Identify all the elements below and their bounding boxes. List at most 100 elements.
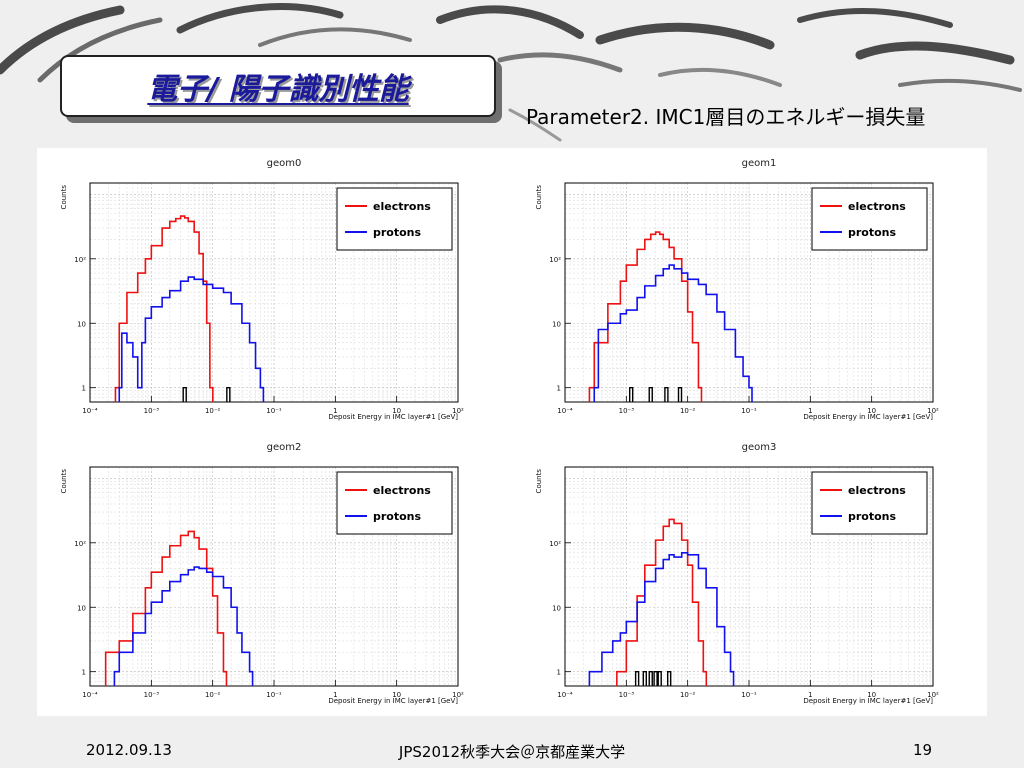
series-protons (588, 551, 735, 686)
x-tick-label: 10⁻⁴ (557, 691, 573, 699)
x-axis-label: Deposit Energy in IMC layer#1 [GeV] (328, 413, 458, 421)
y-tick-label: 10 (552, 320, 561, 328)
x-tick-label: 10⁻³ (619, 407, 635, 415)
chart-title: geom0 (267, 158, 302, 169)
legend-label-electrons: electrons (373, 200, 431, 213)
footer-conference: JPS2012秋季大会＠京都産業大学 (398, 743, 626, 761)
chart-title: geom1 (742, 158, 777, 169)
x-tick-label: 10² (452, 407, 464, 415)
x-tick-label: 10⁻¹ (741, 691, 757, 699)
x-tick-label: 10⁻³ (619, 691, 635, 699)
legend-label-protons: protons (373, 226, 422, 239)
series-protons (113, 566, 254, 686)
data-bin (677, 387, 683, 402)
footer-date: 2012.09.13 (86, 741, 172, 759)
x-tick-label: 10 (867, 407, 876, 415)
x-axis-label: Deposit Energy in IMC layer#1 [GeV] (328, 697, 458, 705)
data-bin (667, 671, 672, 686)
data-bin (648, 387, 653, 402)
legend-box (811, 187, 928, 251)
legend-label-electrons: electrons (848, 484, 906, 497)
series-electrons (114, 215, 214, 402)
x-tick-label: 1 (333, 691, 337, 699)
x-tick-label: 10² (927, 407, 939, 415)
slide-title: 電子/ 陽子識別性能 (147, 72, 409, 107)
plot-area: geom0 10⁻⁴ 10⁻³ 10⁻² 10⁻¹ 1 10 10² 1 10 10² Deposit… (37, 148, 987, 716)
x-axis-label: Deposit Energy in IMC layer#1 [GeV] (803, 697, 933, 705)
y-axis-label: Counts (60, 469, 68, 494)
y-tick-label: 10 (552, 604, 561, 612)
legend-label-electrons: electrons (848, 200, 906, 213)
data-bin (628, 387, 634, 402)
y-axis-label: Counts (535, 469, 543, 494)
y-axis-label: Counts (535, 185, 543, 210)
series-electrons (104, 530, 228, 686)
data-bin (642, 671, 647, 686)
series-electrons (616, 518, 708, 686)
data-bin (648, 671, 653, 686)
x-tick-label: 10⁻² (205, 691, 221, 699)
x-tick-label: 10⁻¹ (266, 407, 282, 415)
chart-title: geom2 (267, 442, 302, 453)
chart-panel-geom2: geom2 10⁻⁴ 10⁻³ 10⁻² 10⁻¹ 1 10 10² 1 10 10² Deposit… (37, 432, 512, 716)
legend-box (811, 471, 928, 535)
legend-box (336, 187, 453, 251)
chart-title: geom3 (742, 442, 777, 453)
y-axis-label: Counts (60, 185, 68, 210)
x-tick-label: 10⁻⁴ (557, 407, 573, 415)
x-tick-label: 10⁻³ (144, 691, 160, 699)
data-bin (664, 387, 669, 402)
x-tick-label: 10⁻² (680, 407, 696, 415)
legend-label-protons: protons (848, 510, 897, 523)
x-tick-label: 10⁻¹ (266, 691, 282, 699)
x-tick-label: 10⁻¹ (741, 407, 757, 415)
x-tick-label: 10 (867, 691, 876, 699)
y-tick-label: 1 (82, 669, 86, 677)
x-tick-label: 10² (452, 691, 464, 699)
slide-title-box: 電子/ 陽子識別性能 (60, 55, 496, 117)
x-tick-label: 10⁻² (680, 691, 696, 699)
data-bin (653, 671, 658, 686)
data-bin (657, 671, 662, 686)
series-protons (593, 264, 753, 402)
x-tick-label: 10⁻⁴ (82, 691, 98, 699)
chart-panel-geom0: geom0 10⁻⁴ 10⁻³ 10⁻² 10⁻¹ 1 10 10² 1 10 10² Deposit… (37, 148, 512, 432)
swirl-decoration (0, 3, 1022, 142)
y-tick-label: 10² (549, 256, 561, 264)
footer-page-number: 19 (913, 741, 933, 759)
data-bin (226, 387, 231, 402)
x-tick-label: 10 (392, 407, 401, 415)
x-tick-label: 1 (808, 407, 812, 415)
chart-panel-geom3: geom3 10⁻⁴ 10⁻³ 10⁻² 10⁻¹ 1 10 10² 1 10 10² Deposit… (512, 432, 987, 716)
y-tick-label: 10 (77, 320, 86, 328)
x-tick-label: 10⁻³ (144, 407, 160, 415)
series-electrons (588, 231, 703, 402)
slide-subtitle: Parameter2. IMC1層目のエネルギー損失量 (526, 105, 926, 129)
series-protons (118, 276, 265, 402)
x-tick-label: 10² (927, 691, 939, 699)
x-tick-label: 10⁻² (205, 407, 221, 415)
x-tick-label: 10 (392, 691, 401, 699)
y-tick-label: 1 (82, 385, 86, 393)
y-tick-label: 1 (557, 669, 561, 677)
legend-label-protons: protons (848, 226, 897, 239)
data-bin (634, 671, 640, 686)
y-tick-label: 10² (74, 256, 86, 264)
x-tick-label: 1 (808, 691, 812, 699)
y-tick-label: 1 (557, 385, 561, 393)
legend-box (336, 471, 453, 535)
chart-panel-geom1: geom1 10⁻⁴ 10⁻³ 10⁻² 10⁻¹ 1 10 10² 1 10 10² Deposit… (512, 148, 987, 432)
y-tick-label: 10 (77, 604, 86, 612)
data-bin (182, 387, 187, 402)
legend-label-electrons: electrons (373, 484, 431, 497)
y-tick-label: 10² (74, 540, 86, 548)
x-axis-label: Deposit Energy in IMC layer#1 [GeV] (803, 413, 933, 421)
y-tick-label: 10² (549, 540, 561, 548)
x-tick-label: 1 (333, 407, 337, 415)
x-tick-label: 10⁻⁴ (82, 407, 98, 415)
legend-label-protons: protons (373, 510, 422, 523)
